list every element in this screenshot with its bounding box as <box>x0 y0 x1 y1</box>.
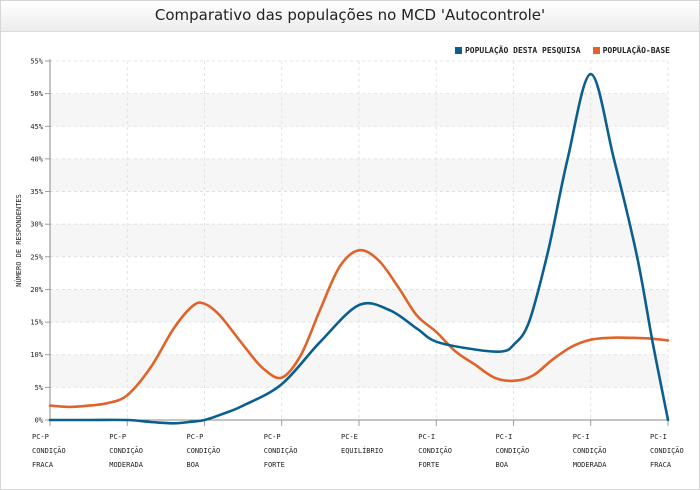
x-tick-label: PC-I <box>573 433 590 441</box>
y-tick-label: 10% <box>30 351 43 359</box>
y-tick-label: 20% <box>30 286 43 294</box>
series-line-pesquisa <box>48 72 670 425</box>
x-tick-label: CONDIÇÃO <box>109 446 143 455</box>
x-tick-label: PC-P <box>109 433 126 441</box>
x-tick-label: FORTE <box>418 461 439 469</box>
y-tick-label: 15% <box>30 319 43 327</box>
series-line-base <box>48 248 670 409</box>
x-tick-label: PC-I <box>650 433 667 441</box>
x-tick-label: PC-I <box>418 433 435 441</box>
y-tick-label: 35% <box>30 188 43 196</box>
x-tick-label: PC-I <box>496 433 513 441</box>
x-tick-label: EQUILÍBRIO <box>341 446 383 455</box>
y-tick-label: 5% <box>35 384 44 392</box>
x-tick-label: PC-E <box>341 433 358 441</box>
y-axis-label: NÚMERO DE RESPONDENTES <box>14 194 23 287</box>
x-tick-label: FRACA <box>650 461 672 469</box>
legend-label-pesquisa: POPULAÇÃO DESTA PESQUISA <box>464 46 581 55</box>
x-tick-label: FORTE <box>264 461 285 469</box>
x-tick-label: CONDIÇÃO <box>418 446 452 455</box>
legend-item-base: POPULAÇÃO-BASE <box>592 46 670 55</box>
chart-title: Comparativo das populações no MCD 'Autoc… <box>154 6 546 24</box>
x-tick-label: FRACA <box>32 461 54 469</box>
x-tick-label: MODERADA <box>573 461 608 469</box>
legend-label-base: POPULAÇÃO-BASE <box>602 46 670 55</box>
y-tick-label: 45% <box>30 123 43 131</box>
y-tick-label: 25% <box>30 253 43 261</box>
x-tick-label: BOA <box>496 461 509 469</box>
legend-swatch-pesquisa <box>454 47 462 54</box>
x-tick-label: CONDIÇÃO <box>496 446 530 455</box>
y-tick-label: 30% <box>30 221 43 229</box>
y-tick-label: 55% <box>30 58 43 66</box>
title-bar <box>1 1 699 32</box>
x-tick-label: PC-P <box>187 433 204 441</box>
x-tick-label: CONDIÇÃO <box>264 446 298 455</box>
x-tick-label: CONDIÇÃO <box>650 446 684 455</box>
x-tick-label: CONDIÇÃO <box>187 446 221 455</box>
x-tick-label: PC-P <box>32 433 49 441</box>
legend-item-pesquisa: POPULAÇÃO DESTA PESQUISA <box>454 46 581 55</box>
y-tick-label: 50% <box>30 90 43 98</box>
x-tick-label: CONDIÇÃO <box>32 446 66 455</box>
x-tick-label: CONDIÇÃO <box>573 446 607 455</box>
legend-swatch-base <box>592 47 600 54</box>
y-tick-label: 40% <box>30 155 43 163</box>
legend: POPULAÇÃO DESTA PESQUISA POPULAÇÃO-BASE <box>454 46 670 55</box>
grid-band <box>50 354 668 388</box>
x-tick-label: PC-P <box>264 433 281 441</box>
x-tick-label: BOA <box>187 461 200 469</box>
y-tick-label: 0% <box>35 417 44 425</box>
x-tick-label: MODERADA <box>109 461 144 469</box>
